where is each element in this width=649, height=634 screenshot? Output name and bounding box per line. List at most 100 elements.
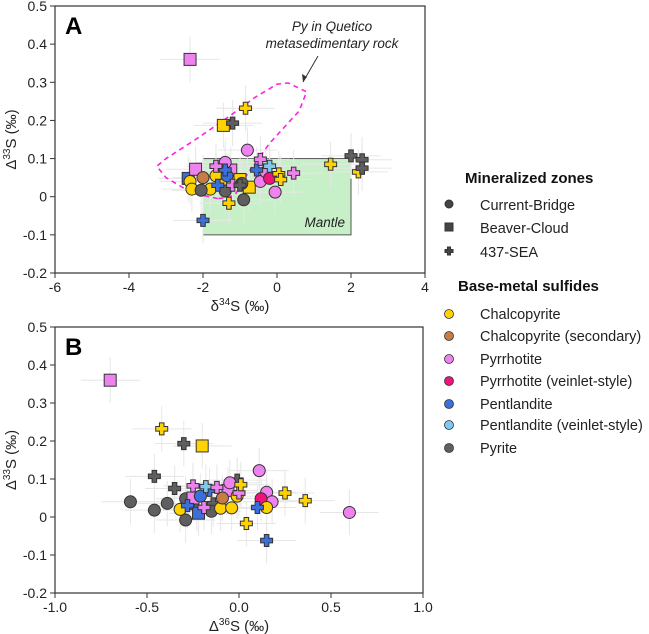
y-tick-label: 0.5 — [28, 0, 48, 14]
arrow-head-icon — [302, 74, 307, 82]
data-point — [180, 499, 194, 513]
data-point — [186, 479, 200, 493]
data-point — [123, 495, 137, 509]
legend-marker-circle — [444, 199, 454, 209]
data-point — [223, 476, 237, 490]
y-tick-label: 0.5 — [28, 319, 48, 335]
data-point — [199, 480, 213, 494]
data-point — [278, 486, 292, 500]
data-point — [298, 494, 312, 508]
quetico-label-line1: Py in Quetico — [292, 19, 373, 34]
x-axis-label-suffix: S (‰) — [230, 618, 269, 634]
y-axis-label-suffix: S (‰) — [3, 109, 20, 148]
quetico-label-line2: metasedimentary rock — [266, 36, 400, 51]
x-tick-label: -2 — [197, 279, 210, 295]
y-tick-label: -0.1 — [23, 547, 47, 563]
x-axis-label: δ34S (‰) — [211, 297, 270, 315]
legend-mineral-label: Pyrite — [480, 441, 517, 457]
x-tick-label: 2 — [347, 279, 355, 295]
y-axis-label: Δ33S (‰) — [2, 430, 20, 490]
panel-label: A — [65, 13, 82, 40]
legend-mineral-label: Pyrrhotite (veinlet-style) — [480, 374, 632, 390]
x-tick-label: -1.0 — [43, 599, 67, 615]
y-axis-label-suffix: S (‰) — [3, 430, 20, 469]
y-axis-label: Δ33S (‰) — [2, 109, 20, 169]
y-axis-label-prefix: Δ — [3, 160, 20, 170]
x-axis-label-sup: 36 — [219, 617, 231, 628]
legend-color-swatch — [444, 420, 454, 430]
x-tick-label: 0 — [273, 279, 281, 295]
data-point — [263, 159, 277, 173]
x-axis-label-sup: 34 — [219, 297, 231, 308]
data-point — [268, 185, 282, 199]
legend-marker-square — [444, 222, 454, 232]
x-axis-label-prefix: Δ — [209, 618, 219, 634]
data-point — [253, 152, 267, 166]
data-point — [209, 159, 223, 173]
data-point — [189, 162, 203, 176]
data-point — [225, 501, 239, 515]
legend-zones-title: Mineralized zones — [465, 170, 593, 187]
data-point — [210, 480, 224, 494]
y-axis-label-sup: 33 — [2, 148, 13, 160]
data-point — [196, 213, 210, 227]
data-point — [103, 373, 117, 387]
data-point — [147, 503, 161, 517]
data-point — [287, 166, 301, 180]
x-tick-label: 0.0 — [229, 599, 249, 615]
panel-b: -1.0 -0.5 0.0 0.5 1.0 -0.2 -0.1 0 0.1 0.2 0.3 0.4 0.… — [2, 319, 433, 634]
data-point — [168, 482, 182, 495]
data-point — [324, 157, 338, 171]
data-point — [196, 171, 210, 185]
y-axis-label-sup: 33 — [2, 469, 13, 481]
y-tick-label: 0 — [39, 509, 47, 525]
data-point — [240, 143, 254, 157]
data-point — [177, 437, 191, 451]
x-axis-label-prefix: δ — [211, 298, 219, 315]
plot-frame — [54, 5, 426, 274]
x-tick-label: 4 — [421, 279, 429, 295]
legend-mineral-label: Pentlandite — [480, 397, 553, 413]
data-point — [222, 196, 236, 210]
data-point — [179, 513, 193, 527]
data-point — [260, 534, 274, 548]
data-point — [211, 178, 225, 192]
data-point — [239, 101, 253, 115]
y-tick-label: 0.3 — [28, 395, 48, 411]
legend-mineral-label: Pentlandite (veinlet-style) — [480, 418, 643, 434]
legend-marker-plus — [444, 246, 454, 256]
data-point — [250, 501, 264, 514]
y-tick-label: 0.4 — [28, 357, 48, 373]
y-tick-label: 0.3 — [28, 74, 48, 90]
y-tick-label: -0.2 — [23, 585, 47, 601]
legend-zone-label: 437-SEA — [480, 245, 538, 261]
data-point — [274, 173, 288, 187]
x-tick-label: -0.5 — [135, 599, 159, 615]
data-point — [344, 149, 358, 163]
data-point — [239, 516, 253, 530]
legend-zone-label: Beaver-Cloud — [480, 221, 569, 237]
legend-color-swatch — [444, 331, 454, 341]
legend: Mineralized zones Current-Bridge Beaver-Cl… — [444, 170, 643, 457]
data-point — [237, 193, 251, 207]
legend-mineral-label: Chalcopyrite — [480, 307, 561, 323]
data-point — [234, 478, 248, 492]
data-point — [147, 469, 161, 483]
legend-color-swatch — [444, 443, 454, 453]
legend-color-swatch — [444, 376, 454, 386]
x-tick-label: 1.0 — [413, 599, 433, 615]
legend-color-swatch — [444, 354, 454, 364]
data-point — [233, 178, 247, 192]
data-point — [160, 496, 174, 510]
legend-minerals-title: Base-metal sulfides — [458, 278, 599, 295]
legend-mineral-label: Pyrrhotite — [480, 352, 542, 368]
y-tick-label: 0 — [39, 189, 47, 205]
legend-color-swatch — [444, 399, 454, 409]
y-axis-label-prefix: Δ — [3, 480, 20, 490]
y-tick-label: 0.2 — [28, 433, 48, 449]
data-point — [226, 116, 240, 130]
x-axis-label: Δ36S (‰) — [209, 617, 269, 634]
data-point — [215, 491, 229, 505]
data-point — [183, 52, 197, 66]
